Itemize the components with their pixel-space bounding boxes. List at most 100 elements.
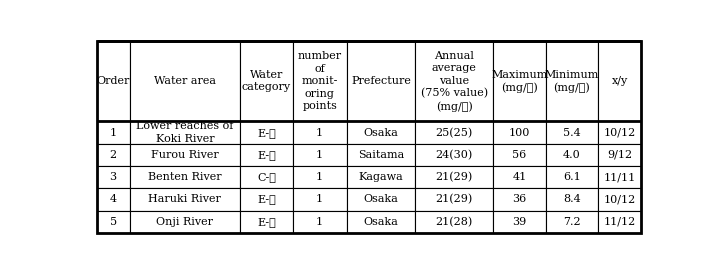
- Bar: [96, 188, 130, 211]
- Text: 100: 100: [508, 128, 530, 138]
- Text: Lower reaches of
Koki River: Lower reaches of Koki River: [136, 121, 233, 144]
- Text: Haruki River: Haruki River: [148, 194, 221, 204]
- Bar: [293, 166, 346, 188]
- Text: 10/12: 10/12: [603, 194, 636, 204]
- Text: Kagawa: Kagawa: [359, 172, 403, 182]
- Text: Minimum
(mg/ℓ): Minimum (mg/ℓ): [545, 70, 599, 93]
- Text: 11/12: 11/12: [603, 217, 636, 227]
- Text: Saitama: Saitama: [358, 150, 404, 160]
- Text: Water area: Water area: [154, 76, 216, 86]
- Text: 9/12: 9/12: [607, 150, 632, 160]
- Text: 10/12: 10/12: [603, 128, 636, 138]
- Text: 1: 1: [316, 128, 323, 138]
- Text: E-ハ: E-ハ: [257, 194, 276, 204]
- Bar: [346, 188, 415, 211]
- Text: Osaka: Osaka: [364, 194, 398, 204]
- Text: E-ハ: E-ハ: [257, 128, 276, 138]
- Bar: [346, 144, 415, 166]
- Bar: [415, 121, 493, 144]
- Text: x/y: x/y: [612, 76, 628, 86]
- Bar: [493, 166, 546, 188]
- Bar: [415, 166, 493, 188]
- Bar: [346, 41, 415, 121]
- Text: 3: 3: [109, 172, 117, 182]
- Text: Maximum
(mg/ℓ): Maximum (mg/ℓ): [491, 70, 547, 93]
- Bar: [240, 144, 293, 166]
- Bar: [546, 166, 598, 188]
- Text: Annual
average
value
(75% value)
(mg/ℓ): Annual average value (75% value) (mg/ℓ): [420, 51, 487, 112]
- Bar: [130, 121, 240, 144]
- Text: E-ハ: E-ハ: [257, 150, 276, 160]
- Text: 1: 1: [316, 194, 323, 204]
- Bar: [240, 211, 293, 233]
- Text: 41: 41: [512, 172, 526, 182]
- Text: 39: 39: [512, 217, 526, 227]
- Text: Order: Order: [96, 76, 130, 86]
- Text: 6.1: 6.1: [563, 172, 581, 182]
- Bar: [598, 121, 642, 144]
- Text: 4.0: 4.0: [563, 150, 581, 160]
- Bar: [293, 211, 346, 233]
- Text: Benten River: Benten River: [148, 172, 222, 182]
- Bar: [240, 188, 293, 211]
- Text: Water
category: Water category: [242, 70, 291, 92]
- Text: 36: 36: [512, 194, 526, 204]
- Bar: [346, 211, 415, 233]
- Bar: [96, 144, 130, 166]
- Bar: [546, 211, 598, 233]
- Bar: [598, 188, 642, 211]
- Text: Onji River: Onji River: [156, 217, 213, 227]
- Text: 11/11: 11/11: [603, 172, 636, 182]
- Bar: [493, 121, 546, 144]
- Bar: [130, 166, 240, 188]
- Text: 7.2: 7.2: [563, 217, 581, 227]
- Text: E-ハ: E-ハ: [257, 217, 276, 227]
- Bar: [96, 166, 130, 188]
- Text: 21(29): 21(29): [436, 172, 473, 182]
- Bar: [346, 166, 415, 188]
- Bar: [493, 41, 546, 121]
- Text: 8.4: 8.4: [563, 194, 581, 204]
- Text: Osaka: Osaka: [364, 217, 398, 227]
- Text: 1: 1: [316, 172, 323, 182]
- Text: 56: 56: [512, 150, 526, 160]
- Text: 4: 4: [109, 194, 117, 204]
- Bar: [240, 166, 293, 188]
- Text: 21(29): 21(29): [436, 194, 473, 205]
- Text: 1: 1: [316, 150, 323, 160]
- Bar: [293, 121, 346, 144]
- Text: Osaka: Osaka: [364, 128, 398, 138]
- Bar: [546, 121, 598, 144]
- Bar: [546, 144, 598, 166]
- Bar: [240, 41, 293, 121]
- Bar: [96, 211, 130, 233]
- Bar: [598, 166, 642, 188]
- Text: 25(25): 25(25): [436, 127, 473, 138]
- Bar: [546, 41, 598, 121]
- Bar: [130, 211, 240, 233]
- Bar: [293, 41, 346, 121]
- Bar: [130, 188, 240, 211]
- Bar: [546, 188, 598, 211]
- Bar: [598, 41, 642, 121]
- Bar: [598, 211, 642, 233]
- Text: C-イ: C-イ: [257, 172, 276, 182]
- Bar: [493, 188, 546, 211]
- Bar: [96, 121, 130, 144]
- Text: 1: 1: [109, 128, 117, 138]
- Bar: [493, 211, 546, 233]
- Bar: [598, 144, 642, 166]
- Bar: [293, 188, 346, 211]
- Text: 5: 5: [109, 217, 117, 227]
- Bar: [415, 211, 493, 233]
- Bar: [415, 144, 493, 166]
- Bar: [346, 121, 415, 144]
- Text: Furou River: Furou River: [151, 150, 219, 160]
- Text: number
of
monit-
oring
points: number of monit- oring points: [297, 51, 342, 111]
- Bar: [293, 144, 346, 166]
- Text: 21(28): 21(28): [436, 217, 473, 227]
- Text: Prefecture: Prefecture: [351, 76, 411, 86]
- Bar: [240, 121, 293, 144]
- Bar: [96, 41, 130, 121]
- Bar: [493, 144, 546, 166]
